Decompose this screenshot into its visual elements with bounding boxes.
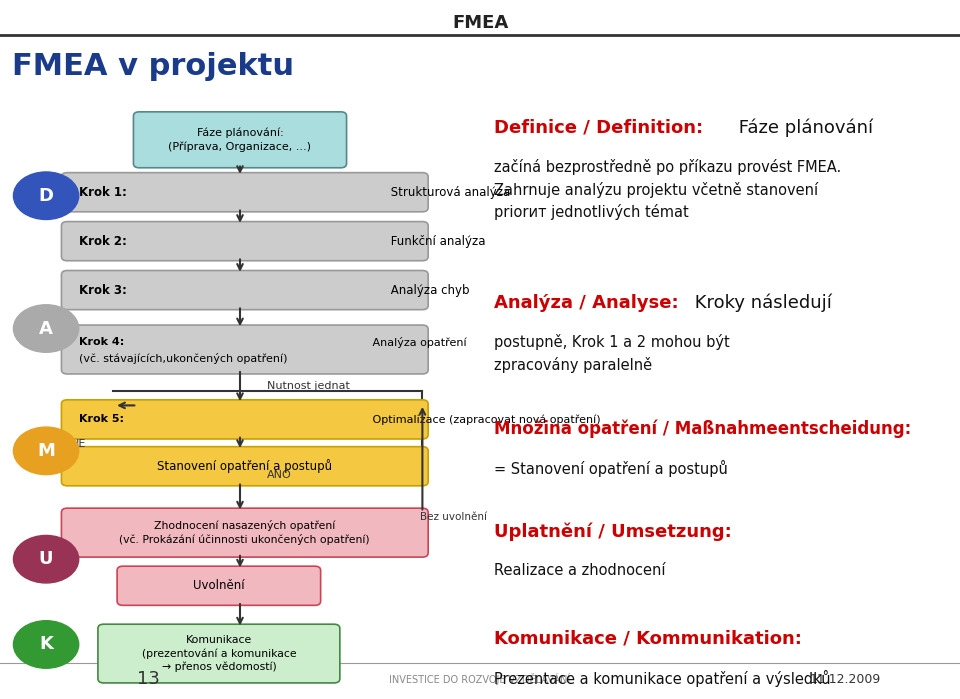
Circle shape: [13, 172, 79, 219]
Text: M: M: [37, 442, 55, 460]
Text: Krok 4:: Krok 4:: [79, 337, 124, 347]
FancyBboxPatch shape: [117, 566, 321, 605]
Text: ANO: ANO: [267, 470, 292, 480]
Text: FMEA: FMEA: [452, 14, 508, 32]
Text: Bez uvolnění: Bez uvolnění: [420, 512, 488, 521]
Text: Krok 1:: Krok 1:: [79, 186, 127, 199]
Text: Zhodnocení nasazených opatření
(vč. Prokázání účinnosti ukončených opatření): Zhodnocení nasazených opatření (vč. Prok…: [119, 520, 371, 545]
Text: Krok 2:: Krok 2:: [79, 235, 127, 247]
Text: Analýza / Analyse:: Analýza / Analyse:: [494, 294, 679, 312]
Text: K: K: [39, 635, 53, 654]
Text: Krok 3:: Krok 3:: [79, 284, 127, 296]
Text: Stanovení opatření a postupů: Stanovení opatření a postupů: [157, 459, 332, 473]
FancyBboxPatch shape: [61, 173, 428, 212]
Text: Realizace a zhodnocení: Realizace a zhodnocení: [494, 563, 666, 577]
Text: Komunikace / Kommunikation:: Komunikace / Kommunikation:: [494, 629, 803, 647]
Text: Uvolnění: Uvolnění: [193, 579, 245, 592]
Text: Analýza chyb: Analýza chyb: [387, 284, 469, 296]
Text: Fáze plánování:
(Příprava, Organizace, ...): Fáze plánování: (Příprava, Organizace, .…: [169, 128, 311, 152]
Text: Krok 5:: Krok 5:: [79, 415, 124, 424]
FancyBboxPatch shape: [61, 325, 428, 374]
Circle shape: [13, 535, 79, 583]
Text: začíná bezprostředně po příkazu provést FMEA.
Zahrnuje analýzu projektu včetně s: začíná bezprostředně po příkazu provést …: [494, 159, 842, 220]
Text: 11.12.2009: 11.12.2009: [809, 673, 880, 686]
Text: INVESTICE DO ROZVOJE VZDĚLÁVÁNÍ: INVESTICE DO ROZVOJE VZDĚLÁVÁNÍ: [390, 673, 570, 686]
FancyBboxPatch shape: [61, 400, 428, 439]
Circle shape: [13, 621, 79, 668]
Text: = Stanovení opatření a postupů: = Stanovení opatření a postupů: [494, 460, 729, 477]
Text: U: U: [38, 550, 54, 568]
Text: postupně, Krok 1 a 2 mohou být
zpracovány paralelně: postupně, Krok 1 a 2 mohou být zpracován…: [494, 334, 731, 373]
Text: Množina opatření / Maßnahmeentscheidung:: Množina opatření / Maßnahmeentscheidung:: [494, 419, 912, 438]
FancyBboxPatch shape: [98, 624, 340, 683]
FancyBboxPatch shape: [61, 222, 428, 261]
Text: Komunikace
(prezentování a komunikace
→ přenos vědomostí): Komunikace (prezentování a komunikace → …: [141, 635, 297, 672]
FancyBboxPatch shape: [61, 447, 428, 486]
Text: NE: NE: [71, 439, 86, 449]
Circle shape: [13, 305, 79, 352]
Text: Optimalizace (zapracovat nová opatření): Optimalizace (zapracovat nová opatření): [369, 414, 601, 425]
Text: Prezentace a komunikace opatření a výsledků: Prezentace a komunikace opatření a výsle…: [494, 670, 831, 686]
Text: Kroky následují: Kroky následují: [689, 294, 832, 312]
Circle shape: [13, 427, 79, 475]
Text: FMEA v projektu: FMEA v projektu: [12, 52, 294, 81]
Text: 13: 13: [137, 670, 160, 689]
Text: Strukturová analýza: Strukturová analýza: [387, 186, 511, 199]
Text: Funkční analýza: Funkční analýza: [387, 235, 486, 247]
FancyBboxPatch shape: [61, 508, 428, 557]
Text: Nutnost jednat: Nutnost jednat: [267, 381, 349, 391]
Text: Definice / Definition:: Definice / Definition:: [494, 119, 704, 137]
Text: (vč. stávajících,ukončených opatření): (vč. stávajících,ukončených opatření): [79, 353, 287, 364]
FancyBboxPatch shape: [133, 112, 347, 168]
Text: Uplatnění / Umsetzung:: Uplatnění / Umsetzung:: [494, 522, 732, 540]
Text: D: D: [38, 187, 54, 205]
Text: Fáze plánování: Fáze plánování: [732, 119, 873, 137]
Text: A: A: [39, 319, 53, 338]
Text: Analýza opatření: Analýza opatření: [369, 337, 467, 347]
FancyBboxPatch shape: [61, 271, 428, 310]
